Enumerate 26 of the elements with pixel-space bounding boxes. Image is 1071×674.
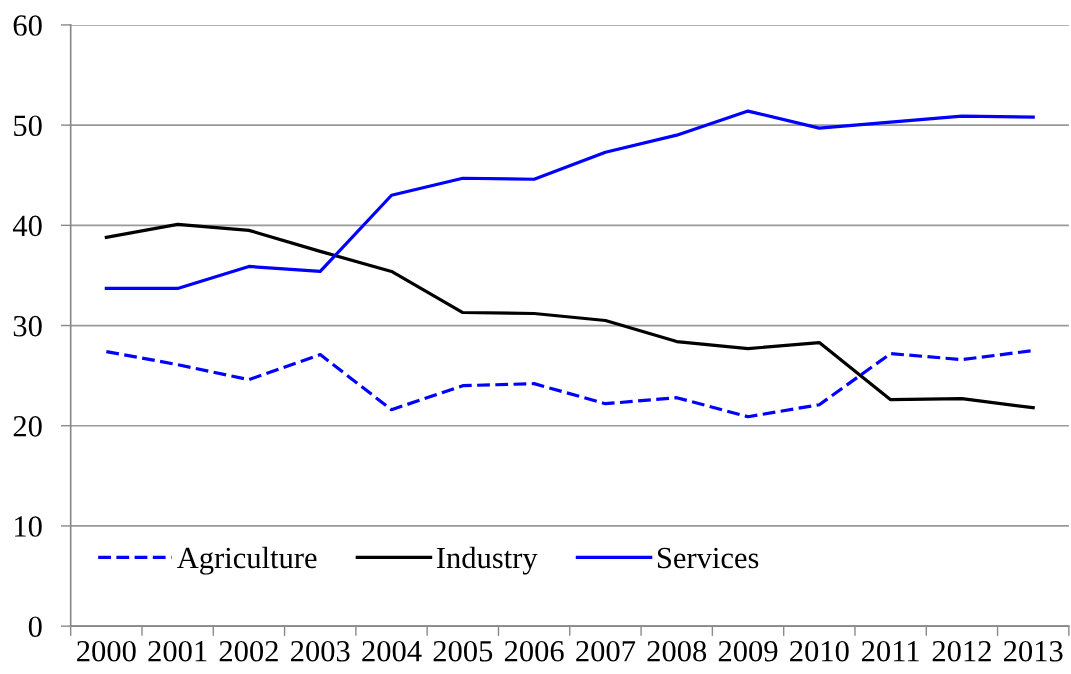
x-tick-label: 2000 [77, 640, 136, 662]
x-tick-label: 2013 [1003, 640, 1063, 662]
x-tick-label: 2005 [433, 640, 493, 662]
x-tick-label: 2009 [718, 640, 778, 662]
legend-label: Industry [436, 546, 538, 575]
x-tick-label: 2001 [148, 640, 207, 662]
x-tick-label: 2010 [790, 640, 849, 662]
line-series [104, 109, 1035, 291]
y-tick-label: 60 [13, 15, 42, 36]
y-tick-label: 10 [15, 516, 42, 537]
x-tick-label: 2012 [932, 640, 991, 662]
y-tick-label: 40 [12, 215, 42, 237]
y-tick-label: 50 [14, 115, 42, 137]
x-tick-label: 2002 [219, 640, 278, 662]
line-series [104, 222, 1035, 410]
legend-label: Agriculture [177, 546, 317, 575]
y-tick-label: 20 [13, 416, 42, 437]
y-tick-label: 0 [28, 616, 42, 638]
x-tick-label: 2006 [504, 640, 564, 662]
x-tick-label: 2008 [647, 640, 707, 662]
legend-label: Services [657, 547, 759, 569]
x-tick-label: 2004 [362, 640, 422, 662]
x-tick-label: 2003 [291, 640, 350, 662]
y-tick-label: 30 [13, 315, 42, 337]
x-tick-label: 2011 [861, 640, 919, 662]
x-tick-label: 2007 [576, 640, 636, 662]
